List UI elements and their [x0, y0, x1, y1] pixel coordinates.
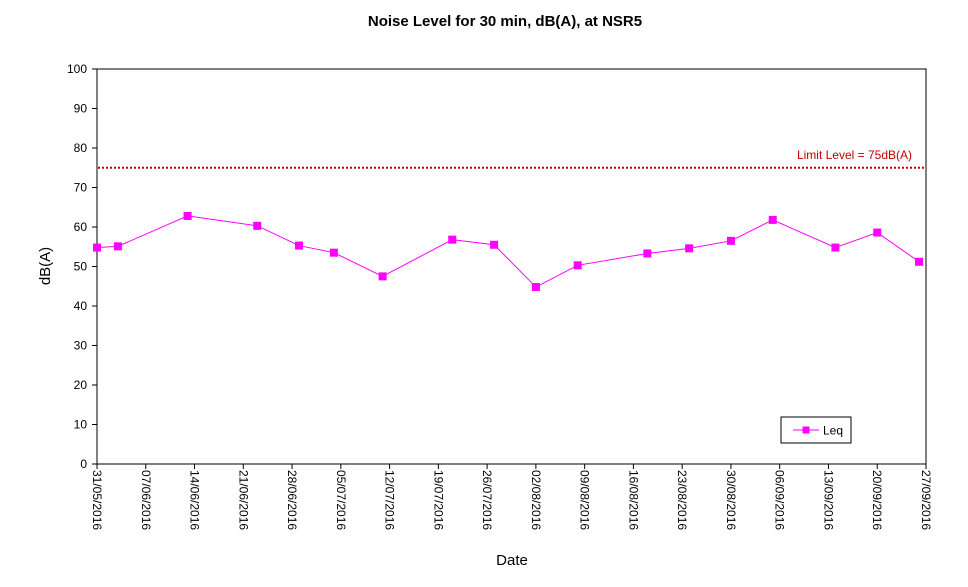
x-tick-label: 23/08/2016 [675, 470, 689, 530]
y-tick-label: 10 [74, 418, 88, 432]
legend: Leq [780, 416, 852, 444]
legend-label-leq: Leq [823, 424, 843, 438]
y-tick-label: 30 [74, 339, 88, 353]
data-point [113, 242, 122, 251]
data-point [490, 240, 499, 249]
series-line [96, 215, 920, 288]
data-point [378, 272, 387, 281]
x-axis-title: Date [496, 552, 528, 569]
limit-label: Limit Level = 75dB(A) [797, 148, 912, 162]
series-leq [93, 211, 924, 292]
y-tick-label: 90 [74, 102, 88, 116]
data-point [183, 211, 192, 220]
x-tick-label: 05/07/2016 [334, 470, 348, 530]
x-tick-label: 06/09/2016 [773, 470, 787, 530]
y-tick-label: 50 [74, 260, 88, 274]
y-tick-label: 70 [74, 181, 88, 195]
x-tick-label: 20/09/2016 [870, 470, 884, 530]
data-point [915, 257, 924, 266]
y-tick-label: 0 [80, 457, 87, 471]
y-tick-label: 60 [74, 220, 88, 234]
data-point [295, 241, 304, 250]
x-tick-label: 28/06/2016 [285, 470, 299, 530]
data-point [329, 248, 338, 257]
x-tick-label: 16/08/2016 [626, 470, 640, 530]
x-tick-label: 12/07/2016 [383, 470, 397, 530]
plot-area [96, 68, 927, 465]
x-tick-label: 07/06/2016 [139, 470, 153, 530]
y-tick-label: 100 [67, 62, 87, 76]
y-tick-label: 40 [74, 299, 88, 313]
data-point [253, 221, 262, 230]
x-tick-label: 14/06/2016 [188, 470, 202, 530]
y-tick-label: 20 [74, 378, 88, 392]
data-point [873, 228, 882, 237]
x-tick-label: 27/09/2016 [919, 470, 933, 530]
y-tick-label: 80 [74, 141, 88, 155]
data-point [643, 249, 652, 258]
data-point [726, 236, 735, 245]
chart-title: Noise Level for 30 min, dB(A), at NSR5 [368, 13, 642, 30]
y-axis-title: dB(A) [37, 247, 54, 285]
x-tick-label: 09/08/2016 [578, 470, 592, 530]
x-tick-label: 26/07/2016 [480, 470, 494, 530]
data-point [531, 283, 540, 292]
y-axis: 0 10 20 30 40 50 60 70 80 90 100 [67, 62, 97, 471]
data-point [685, 244, 694, 253]
x-tick-label: 31/05/2016 [90, 470, 104, 530]
limit-level-line: Limit Level = 75dB(A) [98, 148, 925, 169]
x-axis: 31/05/2016 07/06/2016 14/06/2016 21/06/2016… [90, 464, 933, 530]
x-tick-label: 13/09/2016 [821, 470, 835, 530]
data-point [768, 215, 777, 224]
x-tick-label: 30/08/2016 [724, 470, 738, 530]
x-tick-label: 19/07/2016 [431, 470, 445, 530]
data-point [448, 235, 457, 244]
legend-marker-swatch [802, 426, 810, 434]
data-point [93, 243, 101, 252]
data-point [831, 243, 840, 252]
x-tick-label: 21/06/2016 [236, 470, 250, 530]
x-tick-label: 02/08/2016 [529, 470, 543, 530]
data-point [573, 261, 582, 270]
